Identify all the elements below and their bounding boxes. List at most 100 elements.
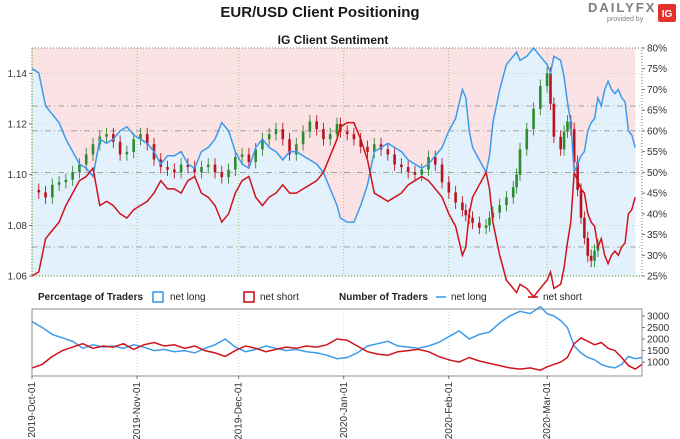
- candle-body: [91, 144, 95, 155]
- candle-body: [583, 217, 586, 238]
- candle-body: [447, 182, 451, 193]
- candle-body: [64, 179, 68, 183]
- candle-body: [406, 167, 410, 173]
- candle-body: [112, 134, 115, 142]
- logo-badge-icon: [658, 4, 676, 22]
- logo-subtext: provided by: [607, 16, 644, 23]
- dailyfx-logo: DAILYFX provided by IG: [588, 0, 676, 23]
- pct-tick-label: 45%: [647, 189, 667, 200]
- candle-body: [57, 182, 61, 185]
- candle-body: [139, 134, 142, 140]
- candle-body: [295, 144, 298, 155]
- candle-body: [301, 131, 305, 145]
- count-tick-label: 1500: [647, 346, 670, 357]
- date-axis: 2019-Oct-01 2019-Nov-01 2019-Dec-01 2020-Ja…: [27, 376, 553, 439]
- candle-body: [179, 164, 183, 173]
- candle-body: [227, 169, 230, 178]
- legend-percentage-title: Percentage of Traders: [38, 292, 143, 303]
- candle-body: [454, 192, 457, 203]
- pct-tick-label: 35%: [647, 230, 667, 241]
- candle-body: [518, 149, 522, 175]
- candle-body: [484, 225, 488, 228]
- candle-body: [549, 73, 552, 104]
- candle-body: [200, 167, 203, 173]
- candle-body: [186, 164, 190, 168]
- trader-count-gridlines: [31, 309, 548, 376]
- candle-body: [433, 156, 437, 165]
- legend-num-short-label: net short: [543, 292, 582, 303]
- candle-body: [505, 197, 508, 206]
- date-tick-label: 2020-Mar-01: [542, 382, 553, 439]
- candle-body: [328, 134, 332, 140]
- price-tick-label: 1.12: [8, 120, 28, 131]
- candle-body: [44, 192, 47, 198]
- legend-pct-long-label: net long: [170, 292, 206, 303]
- date-tick-label: 2019-Dec-01: [234, 382, 245, 439]
- pct-tick-label: 25%: [647, 272, 667, 283]
- pct-tick-label: 60%: [647, 126, 667, 137]
- candle-body: [206, 164, 210, 168]
- candle-body: [281, 129, 285, 140]
- candle-body: [71, 172, 74, 180]
- logo-text: DAILYFX: [588, 0, 656, 15]
- candle-body: [105, 134, 108, 137]
- logo-badge-text: IG: [662, 9, 673, 20]
- candle-body: [572, 129, 576, 162]
- candle-body: [440, 164, 444, 183]
- date-tick-label: 2019-Oct-01: [27, 382, 38, 438]
- count-net-short-line: [31, 337, 643, 371]
- sentiment-panel: 1.06 1.08 1.10 1.12 1.14 25% 30% 35% 40% 45% 50% 5…: [8, 44, 667, 298]
- candle-body: [576, 162, 579, 190]
- count-tick-label: 1000: [647, 358, 670, 369]
- candle-body: [579, 189, 583, 218]
- candle-body: [37, 189, 41, 193]
- candle-body: [132, 139, 135, 152]
- percent-axis: 25% 30% 35% 40% 45% 50% 55% 60% 65% 70% 75% 80%: [642, 44, 667, 283]
- candle-body: [240, 154, 244, 157]
- candle-body: [308, 121, 312, 132]
- pct-net-long-line: [31, 46, 636, 223]
- candle-body: [78, 164, 81, 173]
- candle-body: [173, 169, 176, 173]
- candle-body: [335, 124, 339, 135]
- candle-body: [539, 86, 542, 109]
- candle-body: [193, 167, 196, 173]
- date-tick-label: 2020-Jan-01: [339, 382, 350, 439]
- candle-body: [413, 172, 417, 175]
- legend-pct-short-swatch: [243, 291, 255, 303]
- candle-body: [400, 164, 403, 168]
- price-axis: 1.06 1.08 1.10 1.12 1.14: [8, 69, 32, 283]
- candle-body: [515, 174, 518, 188]
- date-tick-label: 2020-Feb-01: [444, 382, 455, 439]
- candle-body: [566, 121, 569, 132]
- candle-body: [267, 134, 271, 140]
- price-tick-label: 1.08: [8, 221, 28, 232]
- sentiment-area-fill: [32, 48, 642, 276]
- candle-body: [525, 129, 529, 150]
- candle-body: [586, 238, 590, 256]
- candle-body: [471, 217, 474, 223]
- trader-count-lines: [31, 305, 643, 371]
- candle-body: [125, 151, 129, 155]
- candle-body: [234, 156, 237, 170]
- candle-body: [118, 141, 122, 155]
- price-candles: [37, 67, 600, 268]
- candle-body: [545, 73, 549, 86]
- chart-main-title: EUR/USD Client Positioning: [220, 4, 419, 21]
- pct-tick-label: 30%: [647, 251, 667, 262]
- candle-body: [593, 250, 596, 261]
- count-tick-label: 3000: [647, 311, 670, 322]
- pct-tick-label: 50%: [647, 168, 667, 179]
- pct-tick-label: 70%: [647, 85, 667, 96]
- candle-body: [359, 139, 363, 147]
- legend-num-long-label: net long: [451, 292, 487, 303]
- legend-number-title: Number of Traders: [339, 292, 428, 303]
- candle-body: [315, 121, 318, 130]
- candle-body: [166, 167, 169, 170]
- legend-pct-long-swatch: [152, 291, 164, 303]
- candle-body: [393, 154, 396, 165]
- candle-body: [461, 202, 464, 211]
